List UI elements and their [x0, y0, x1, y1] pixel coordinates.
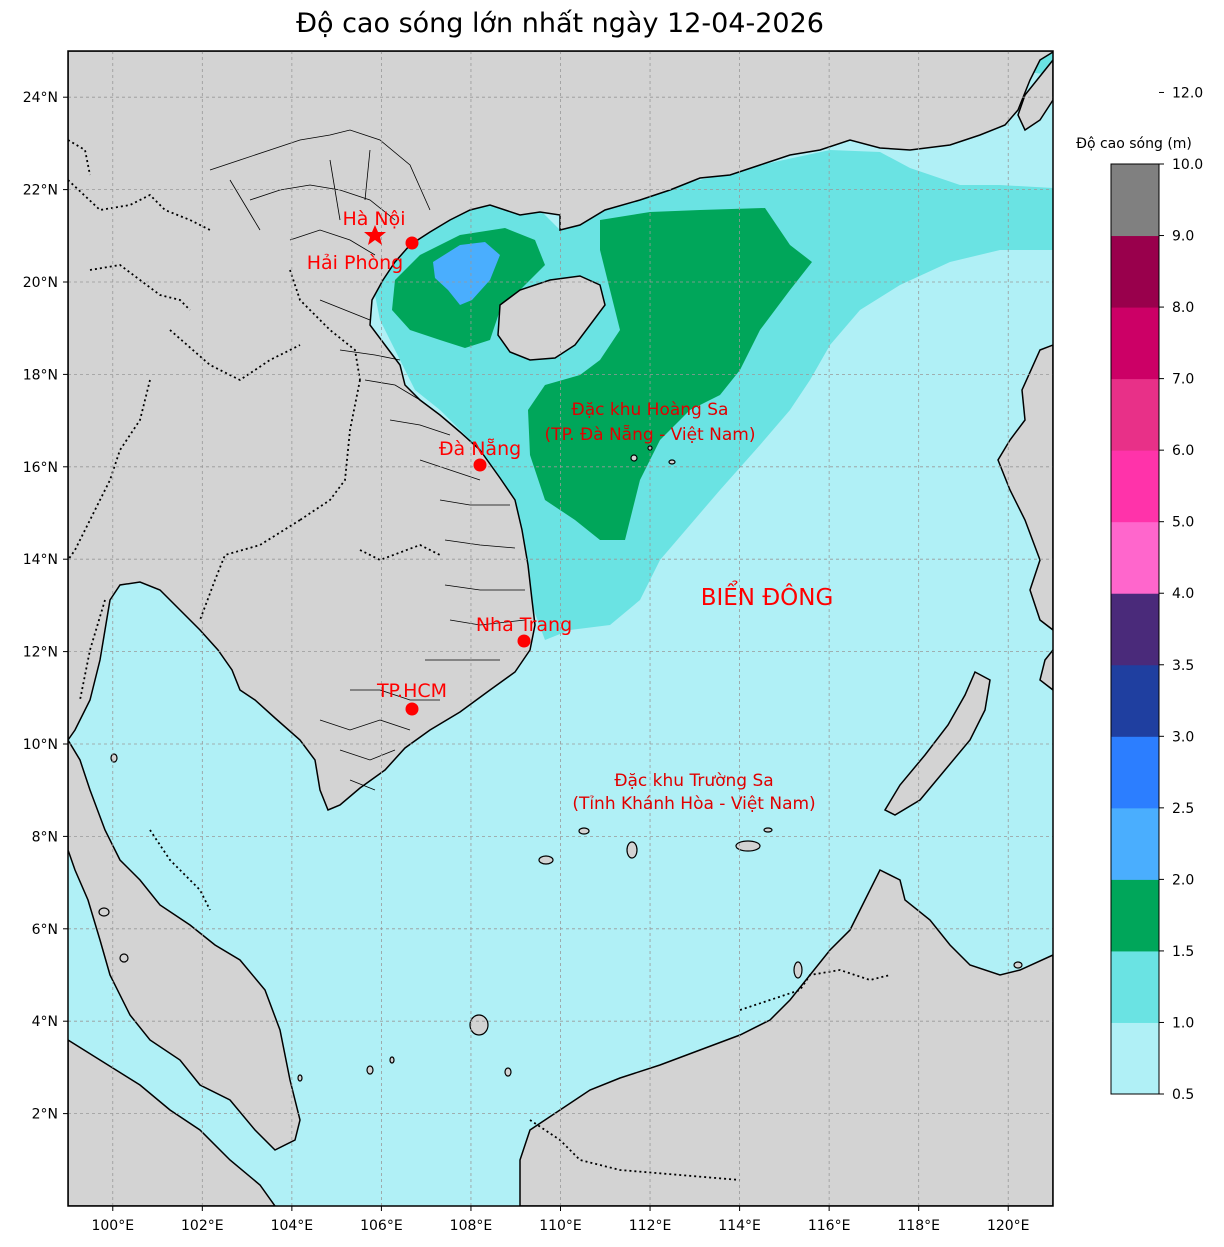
lon-tick-label: 106°E: [360, 1218, 403, 1234]
nhatrang-label: Nha Trang: [476, 614, 572, 636]
lat-tick-label: 18°N: [23, 367, 58, 383]
malay-peninsula: [68, 738, 301, 1151]
mainland-asia: [68, 51, 1053, 811]
truong-sa-label-line2: (Tỉnh Khánh Hòa - Việt Nam): [572, 794, 815, 814]
colorbar-tick-label: 3.5: [1172, 658, 1194, 674]
wave-zone-2-2.5: [433, 242, 500, 305]
lat-tick-label: 22°N: [23, 183, 58, 199]
colorbar-segment: [1111, 164, 1159, 237]
colorbar-segment: [1111, 807, 1159, 880]
lon-tick-label: 108°E: [450, 1218, 493, 1234]
city-markers: Hà Nội Hải Phòng Đà Nẵng Nha Trang TP.HC…: [307, 208, 572, 716]
colorbar-tick-label: 4.0: [1172, 586, 1194, 602]
sumatra: [68, 1039, 276, 1206]
danang-label: Đà Nẵng: [439, 437, 521, 460]
hanoi-star-marker: [364, 225, 386, 245]
lon-tick-label: 104°E: [271, 1218, 314, 1234]
lon-tick-label: 120°E: [987, 1218, 1030, 1234]
page-title: Độ cao sóng lớn nhất ngày 12-04-2026: [296, 8, 824, 39]
hoang-sa-label-line1: Đặc khu Hoàng Sa: [572, 400, 729, 420]
longitude-ticks: 100°E 102°E 104°E 106°E 108°E 110°E 112°E 114°E…: [91, 1206, 1030, 1234]
colorbar-title: Độ cao sóng (m): [1076, 136, 1192, 152]
colorbar-tick-label: 2.5: [1172, 801, 1194, 817]
colorbar-segment: [1111, 378, 1159, 451]
colorbar-segment: [1111, 235, 1159, 308]
tphcm-marker: [405, 702, 419, 716]
colorbar-segment: [1111, 1022, 1159, 1095]
colorbar-segment: [1111, 664, 1159, 737]
colorbar-tick-label: 9.0: [1172, 229, 1194, 245]
palawan-island: [883, 670, 991, 816]
colorbar: 0.5 1.0 1.5 2.0 2.5 3.0 3.5 4.0 5.0 6.0 7.0 8.0 9.0 1…: [1111, 85, 1203, 1103]
lat-tick-label: 2°N: [32, 1107, 58, 1123]
lon-tick-label: 116°E: [808, 1218, 851, 1234]
haiphong-label: Hải Phòng: [307, 252, 403, 274]
colorbar-segment: [1111, 593, 1159, 666]
lon-tick-label: 112°E: [629, 1218, 672, 1234]
hoang-sa-label-line2: (TP. Đà Nẵng - Việt Nam): [545, 424, 756, 445]
lat-tick-label: 20°N: [23, 275, 58, 291]
latitude-ticks: 2°N 4°N 6°N 8°N 10°N 12°N 14°N 16°N 18°N 20°N 22°N…: [23, 90, 68, 1123]
lon-tick-label: 114°E: [718, 1218, 761, 1234]
taiwan-island: [1017, 58, 1053, 132]
province-borders: [209, 129, 526, 791]
lat-tick-label: 14°N: [23, 552, 58, 568]
colorbar-frame: [1110, 163, 1160, 1095]
colorbar-segment: [1111, 950, 1159, 1023]
colorbar-segment: [1111, 450, 1159, 523]
colorbar-tick-label: 1.0: [1172, 1015, 1194, 1031]
truong-sa-label-line1: Đặc khu Trường Sa: [614, 771, 773, 791]
haiphong-marker: [405, 236, 419, 250]
colorbar-tick-label: 0.5: [1172, 1087, 1194, 1103]
colorbar-tick-label: 10.0: [1172, 157, 1203, 173]
colorbar-tick-label: 3.0: [1172, 729, 1194, 745]
map-area: [68, 51, 1053, 1206]
colorbar-segment: [1111, 736, 1159, 809]
lat-tick-label: 10°N: [23, 737, 58, 753]
lat-tick-label: 16°N: [23, 460, 58, 476]
hainan-island: [497, 275, 606, 361]
bien-dong-label: BIỂN ĐÔNG: [701, 581, 834, 611]
gridlines: [68, 51, 1053, 1206]
colorbar-segment: [1111, 521, 1159, 594]
country-borders: [68, 139, 891, 1181]
colorbar-tick-label: 1.5: [1172, 944, 1194, 960]
colorbar-segment: [1111, 879, 1159, 952]
colorbar-tick-label: 12.0: [1172, 85, 1203, 101]
hanoi-label: Hà Nội: [342, 208, 405, 230]
colorbar-tick-label: 2.0: [1172, 872, 1194, 888]
lon-tick-label: 118°E: [897, 1218, 940, 1234]
lat-tick-label: 4°N: [32, 1014, 58, 1030]
colorbar-tick-label: 6.0: [1172, 443, 1194, 459]
lon-tick-label: 100°E: [91, 1218, 134, 1234]
luzon-island: [997, 344, 1053, 631]
lat-tick-label: 24°N: [23, 90, 58, 106]
tphcm-label: TP.HCM: [376, 680, 447, 702]
colorbar-tick-label: 8.0: [1172, 300, 1194, 316]
colorbar-tick-label: 5.0: [1172, 515, 1194, 531]
lat-tick-label: 12°N: [23, 645, 58, 661]
lat-tick-label: 6°N: [32, 922, 58, 938]
lat-tick-label: 8°N: [32, 829, 58, 845]
colorbar-tick-label: 7.0: [1172, 372, 1194, 388]
mindoro-island: [1039, 648, 1053, 691]
colorbar-segment: [1111, 307, 1159, 380]
danang-marker: [473, 458, 487, 472]
nhatrang-marker: [517, 634, 531, 648]
lon-tick-label: 110°E: [539, 1218, 582, 1234]
lon-tick-label: 102°E: [181, 1218, 224, 1234]
